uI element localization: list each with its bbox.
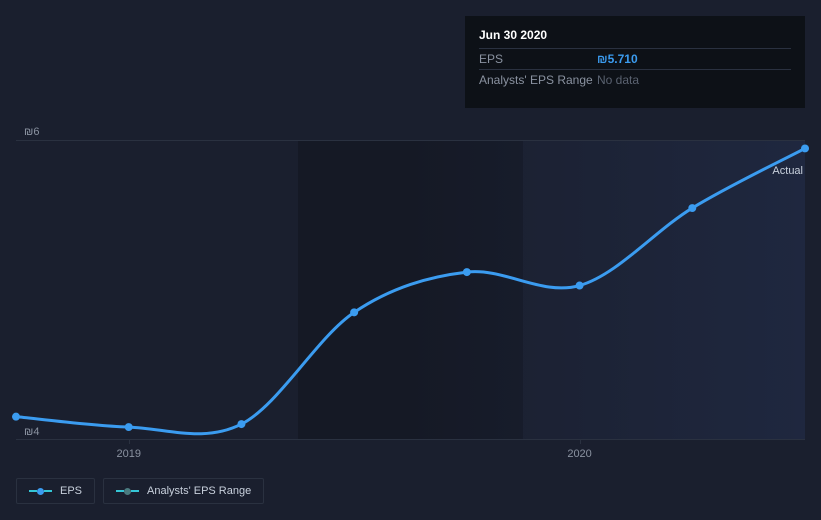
plot-area: Actual [16, 140, 805, 440]
legend-item-analysts-eps-range[interactable]: Analysts' EPS Range [103, 478, 264, 504]
eps-chart[interactable]: ₪6 ₪4 Actual 2019 2020 [16, 120, 805, 440]
y-axis-label: ₪6 [24, 126, 39, 138]
legend: EPS Analysts' EPS Range [16, 478, 264, 504]
legend-label: EPS [60, 485, 82, 497]
legend-item-eps[interactable]: EPS [16, 478, 95, 504]
legend-swatch [116, 488, 139, 495]
tooltip-value: No data [597, 73, 639, 87]
legend-swatch [29, 488, 52, 495]
line-chart-svg [16, 141, 805, 439]
x-axis-label: 2019 [116, 448, 140, 460]
tooltip-row: Analysts' EPS Range No data [479, 69, 791, 90]
tooltip-row: EPS ₪5.710 [479, 48, 791, 69]
chart-tooltip: Jun 30 2020 EPS ₪5.710 Analysts' EPS Ran… [465, 16, 805, 108]
tooltip-label: Analysts' EPS Range [479, 73, 597, 87]
tooltip-value: ₪5.710 [597, 52, 638, 66]
tooltip-date: Jun 30 2020 [479, 28, 791, 48]
legend-label: Analysts' EPS Range [147, 485, 251, 497]
x-axis-label: 2020 [567, 448, 591, 460]
tooltip-label: EPS [479, 52, 597, 66]
